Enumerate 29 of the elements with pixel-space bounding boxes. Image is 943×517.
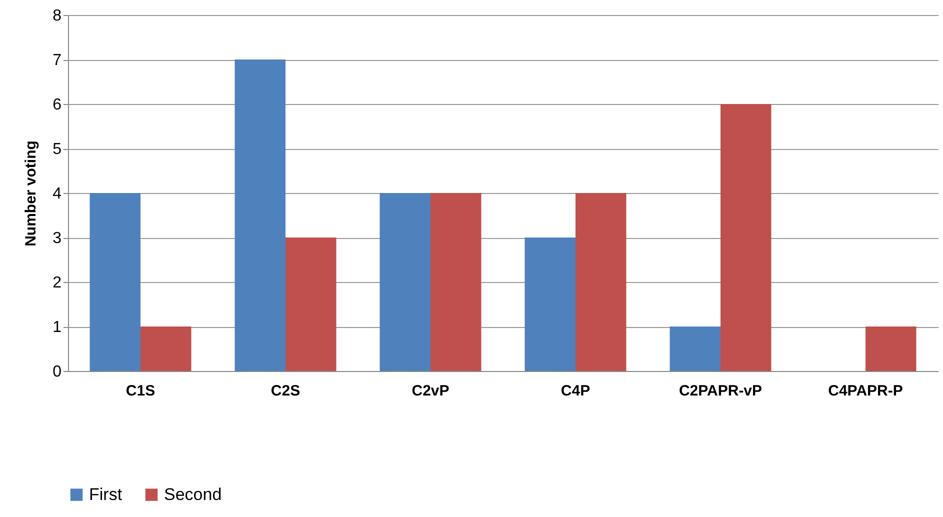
bar bbox=[576, 193, 626, 371]
x-tick-label: C1S bbox=[126, 382, 156, 400]
bar bbox=[430, 193, 482, 371]
bar bbox=[286, 238, 336, 371]
y-axis-title: Number voting bbox=[22, 140, 40, 246]
y-tick-label: 6 bbox=[52, 96, 62, 114]
x-tick-label: C2vP bbox=[412, 382, 450, 400]
bar bbox=[720, 104, 772, 371]
x-tick-label: C2PAPR-vP bbox=[678, 382, 762, 400]
y-tick-label: 2 bbox=[52, 274, 62, 292]
legend-label: First bbox=[89, 484, 122, 504]
y-tick-label: 8 bbox=[52, 8, 62, 24]
y-tick-label: 5 bbox=[52, 141, 62, 158]
bar bbox=[234, 60, 286, 371]
x-tick-label: C2S bbox=[270, 382, 300, 400]
y-tick-label: 4 bbox=[52, 186, 62, 202]
y-tick-label: 0 bbox=[52, 364, 62, 380]
y-tick-label: 3 bbox=[52, 230, 62, 247]
bar bbox=[670, 326, 720, 371]
y-tick-label: 7 bbox=[52, 52, 62, 69]
x-tick-label: C4PAPR-P bbox=[828, 382, 903, 400]
bar bbox=[380, 193, 430, 371]
bar bbox=[866, 326, 916, 371]
bar bbox=[524, 238, 576, 371]
bar bbox=[140, 326, 192, 371]
bar bbox=[90, 193, 140, 371]
legend-label: Second bbox=[164, 484, 222, 504]
x-tick-label: C4P bbox=[560, 382, 590, 400]
y-tick-label: 1 bbox=[52, 319, 62, 336]
